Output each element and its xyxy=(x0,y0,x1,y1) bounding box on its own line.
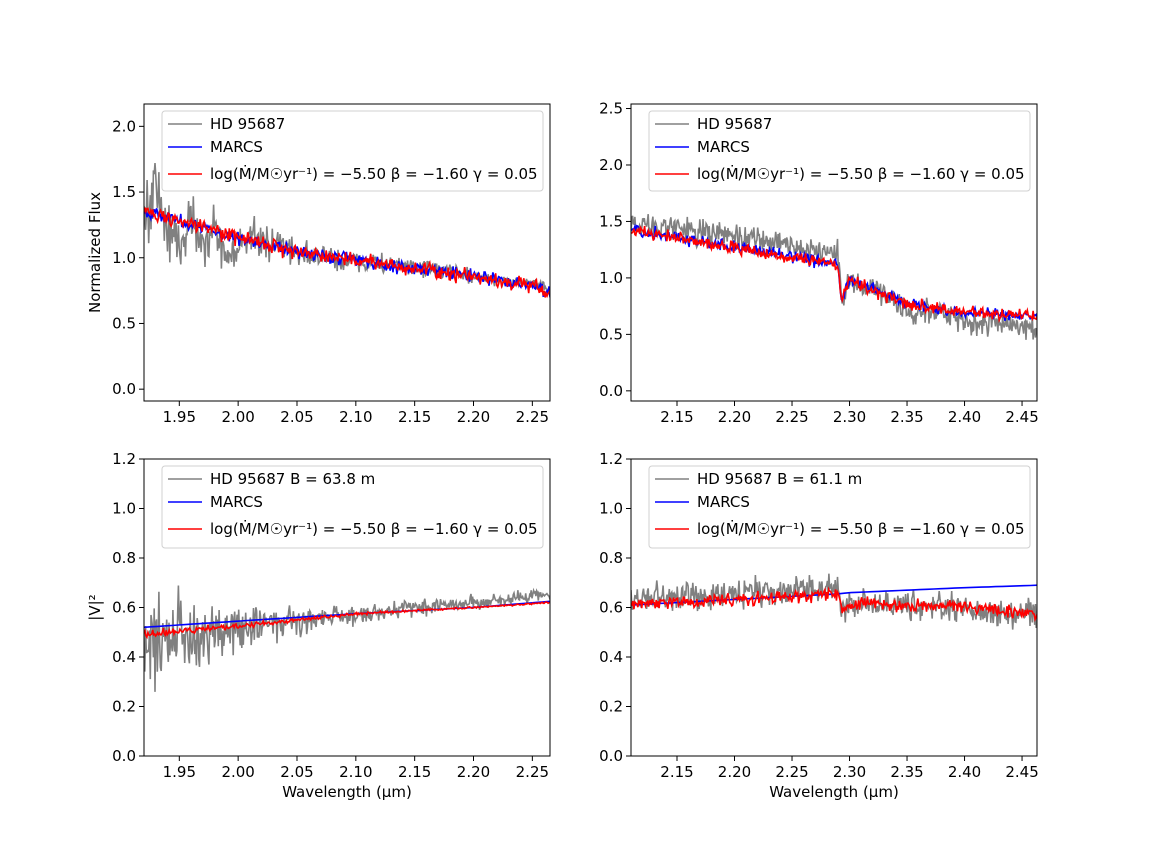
x-tick-label: 2.40 xyxy=(948,763,981,781)
series-line-observed xyxy=(631,214,1037,340)
x-tick-label: 2.10 xyxy=(339,763,372,781)
legend-entry: log(Ṁ/M☉yr⁻¹) = −5.50 β = −1.60 γ = 0.05 xyxy=(697,164,1025,183)
legend-box xyxy=(648,465,1031,549)
legend-entry: HD 95687 B = 63.8 m xyxy=(210,470,375,488)
legend: HD 95687 B = 61.1 m MARCS log(Ṁ/M☉yr⁻¹) = … xyxy=(648,465,1031,549)
y-tick-label: 0.6 xyxy=(112,599,136,617)
x-tick-label: 2.25 xyxy=(775,763,808,781)
y-axis-label: |V|² xyxy=(86,594,104,620)
x-tick-label: 2.05 xyxy=(280,763,313,781)
x-tick-label: 1.95 xyxy=(163,763,196,781)
y-tick-label: 1.5 xyxy=(599,212,623,230)
y-tick-label: 0.2 xyxy=(112,698,136,716)
legend-entry: MARCS xyxy=(697,138,750,156)
x-tick-label: 2.20 xyxy=(457,763,490,781)
x-tick-label: 2.30 xyxy=(833,408,866,426)
legend: HD 95687 MARCS log(Ṁ/M☉yr⁻¹) = −5.50 β = −… xyxy=(161,110,544,192)
legend-box xyxy=(648,110,1031,192)
x-axis-label: Wavelength (μm) xyxy=(769,783,899,801)
y-tick-label: 1.0 xyxy=(599,269,623,287)
x-tick-label: 2.35 xyxy=(890,408,923,426)
x-tick-label: 2.15 xyxy=(398,408,431,426)
x-tick-label: 2.05 xyxy=(280,408,313,426)
y-tick-label: 0.8 xyxy=(599,549,623,567)
legend-entry: HD 95687 B = 61.1 m xyxy=(697,470,862,488)
legend: HD 95687 MARCS log(Ṁ/M☉yr⁻¹) = −5.50 β = −… xyxy=(648,110,1031,192)
legend-box xyxy=(161,110,544,192)
panel-bottom-right: 2.15 2.20 2.25 2.30 2.35 2.40 2.45 0.0 0.2 0.4 0.6… xyxy=(599,450,1039,801)
x-tick-label: 2.25 xyxy=(516,408,549,426)
series-line-model xyxy=(144,601,550,640)
y-tick-label: 0.2 xyxy=(599,698,623,716)
x-tick-label: 2.20 xyxy=(718,408,751,426)
legend-entry: log(Ṁ/M☉yr⁻¹) = −5.50 β = −1.60 γ = 0.05 xyxy=(210,164,538,183)
y-tick-label: 2.0 xyxy=(112,117,136,135)
series-line-model xyxy=(631,586,1037,622)
y-tick-label: 0.0 xyxy=(112,380,136,398)
y-tick-label: 0.4 xyxy=(112,648,136,666)
y-axis-label: Normalized Flux xyxy=(86,192,104,313)
panel-top-left: 1.95 2.00 2.05 2.10 2.15 2.20 2.25 0.0 0.5 1.0 1.5… xyxy=(86,103,551,426)
y-tick-label: 1.0 xyxy=(112,500,136,518)
legend-entry: log(Ṁ/M☉yr⁻¹) = −5.50 β = −1.60 γ = 0.05 xyxy=(210,519,538,538)
y-tick-label: 0.0 xyxy=(599,382,623,400)
y-tick-label: 0.0 xyxy=(599,747,623,765)
legend-entry: HD 95687 xyxy=(697,115,772,133)
y-tick-label: 0.6 xyxy=(599,599,623,617)
x-tick-label: 1.95 xyxy=(163,408,196,426)
series-line-model xyxy=(631,225,1037,324)
y-tick-label: 2.0 xyxy=(599,156,623,174)
legend-entry: HD 95687 xyxy=(210,115,285,133)
y-tick-label: 1.2 xyxy=(112,450,136,468)
panel-bottom-left: 1.95 2.00 2.05 2.10 2.15 2.20 2.25 0.0 0.2 0.4 0.6… xyxy=(86,450,551,801)
x-tick-label: 2.45 xyxy=(1005,408,1038,426)
legend: HD 95687 B = 63.8 m MARCS log(Ṁ/M☉yr⁻¹) = … xyxy=(161,465,544,549)
y-tick-label: 0.0 xyxy=(112,747,136,765)
x-tick-label: 2.25 xyxy=(775,408,808,426)
y-tick-label: 0.8 xyxy=(112,549,136,567)
y-tick-label: 1.5 xyxy=(112,183,136,201)
legend-entry: log(Ṁ/M☉yr⁻¹) = −5.50 β = −1.60 γ = 0.05 xyxy=(697,519,1025,538)
x-tick-label: 2.15 xyxy=(398,763,431,781)
y-tick-label: 1.0 xyxy=(599,500,623,518)
x-axis-label: Wavelength (μm) xyxy=(282,783,412,801)
series-line-marcs xyxy=(631,584,1037,606)
x-tick-label: 2.45 xyxy=(1005,763,1038,781)
y-tick-label: 1.2 xyxy=(599,450,623,468)
y-tick-label: 2.5 xyxy=(599,100,623,118)
x-tick-label: 2.35 xyxy=(890,763,923,781)
y-tick-label: 1.0 xyxy=(112,249,136,267)
legend-box xyxy=(161,465,544,549)
axes-frame xyxy=(630,103,1038,402)
y-tick-label: 0.5 xyxy=(599,325,623,343)
legend-entry: MARCS xyxy=(210,493,263,511)
x-tick-label: 2.00 xyxy=(221,763,254,781)
x-tick-label: 2.20 xyxy=(718,763,751,781)
x-tick-label: 2.20 xyxy=(457,408,490,426)
axes-frame xyxy=(143,103,551,402)
x-tick-label: 2.15 xyxy=(660,763,693,781)
x-tick-label: 2.10 xyxy=(339,408,372,426)
y-tick-label: 0.4 xyxy=(599,648,623,666)
series-line-observed xyxy=(144,585,550,692)
y-tick-label: 0.5 xyxy=(112,314,136,332)
x-tick-label: 2.15 xyxy=(660,408,693,426)
legend-entry: MARCS xyxy=(210,138,263,156)
panel-top-right: 2.15 2.20 2.25 2.30 2.35 2.40 2.45 0.0 0.5 1.0 1.5… xyxy=(599,100,1039,426)
legend-entry: MARCS xyxy=(697,493,750,511)
x-tick-label: 2.40 xyxy=(948,408,981,426)
x-tick-label: 2.30 xyxy=(833,763,866,781)
x-tick-label: 2.25 xyxy=(516,763,549,781)
x-tick-label: 2.00 xyxy=(221,408,254,426)
series-line-model xyxy=(144,207,550,299)
